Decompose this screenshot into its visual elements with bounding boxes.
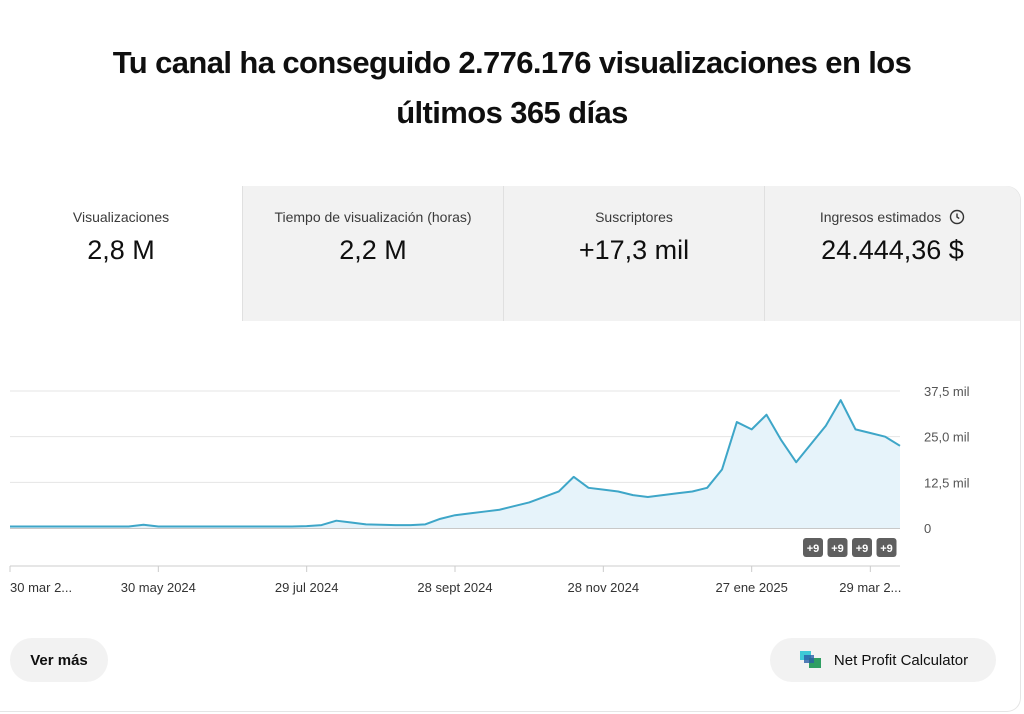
metric-value: 24.444,36 $	[821, 235, 964, 265]
metric-label: Visualizaciones	[72, 209, 170, 225]
metric-label: Suscriptores	[595, 209, 673, 225]
metric-label: Ingresos estimados	[819, 209, 942, 225]
calculator-button[interactable]: Net Profit Calculator	[770, 638, 996, 682]
metric-value: 2,8 M	[87, 235, 155, 265]
button-label: Ver más	[30, 651, 88, 669]
metric-card[interactable]: Visualizaciones 2,8 M	[0, 186, 243, 321]
metric-card[interactable]: Tiempo de visualización (horas) 2,2 M	[243, 186, 504, 321]
more-button[interactable]: Ver más	[10, 638, 108, 682]
metric-card[interactable]: Suscriptores +17,3 mil	[504, 186, 765, 321]
calculator-icon	[799, 651, 821, 668]
metric-value: 2,2 M	[339, 235, 407, 265]
clock-icon	[949, 209, 965, 225]
metric-label: Tiempo de visualización (horas)	[274, 209, 472, 225]
page-title: Tu canal ha conseguido 2.776.176 visuali…	[112, 45, 912, 130]
button-label: Net Profit Calculator	[833, 651, 969, 669]
metric-card[interactable]: Ingresos estimados 24.444,36 $	[765, 186, 1020, 321]
metric-value: +17,3 mil	[578, 235, 690, 265]
metric-label-row: Ingresos estimados	[765, 209, 1020, 225]
